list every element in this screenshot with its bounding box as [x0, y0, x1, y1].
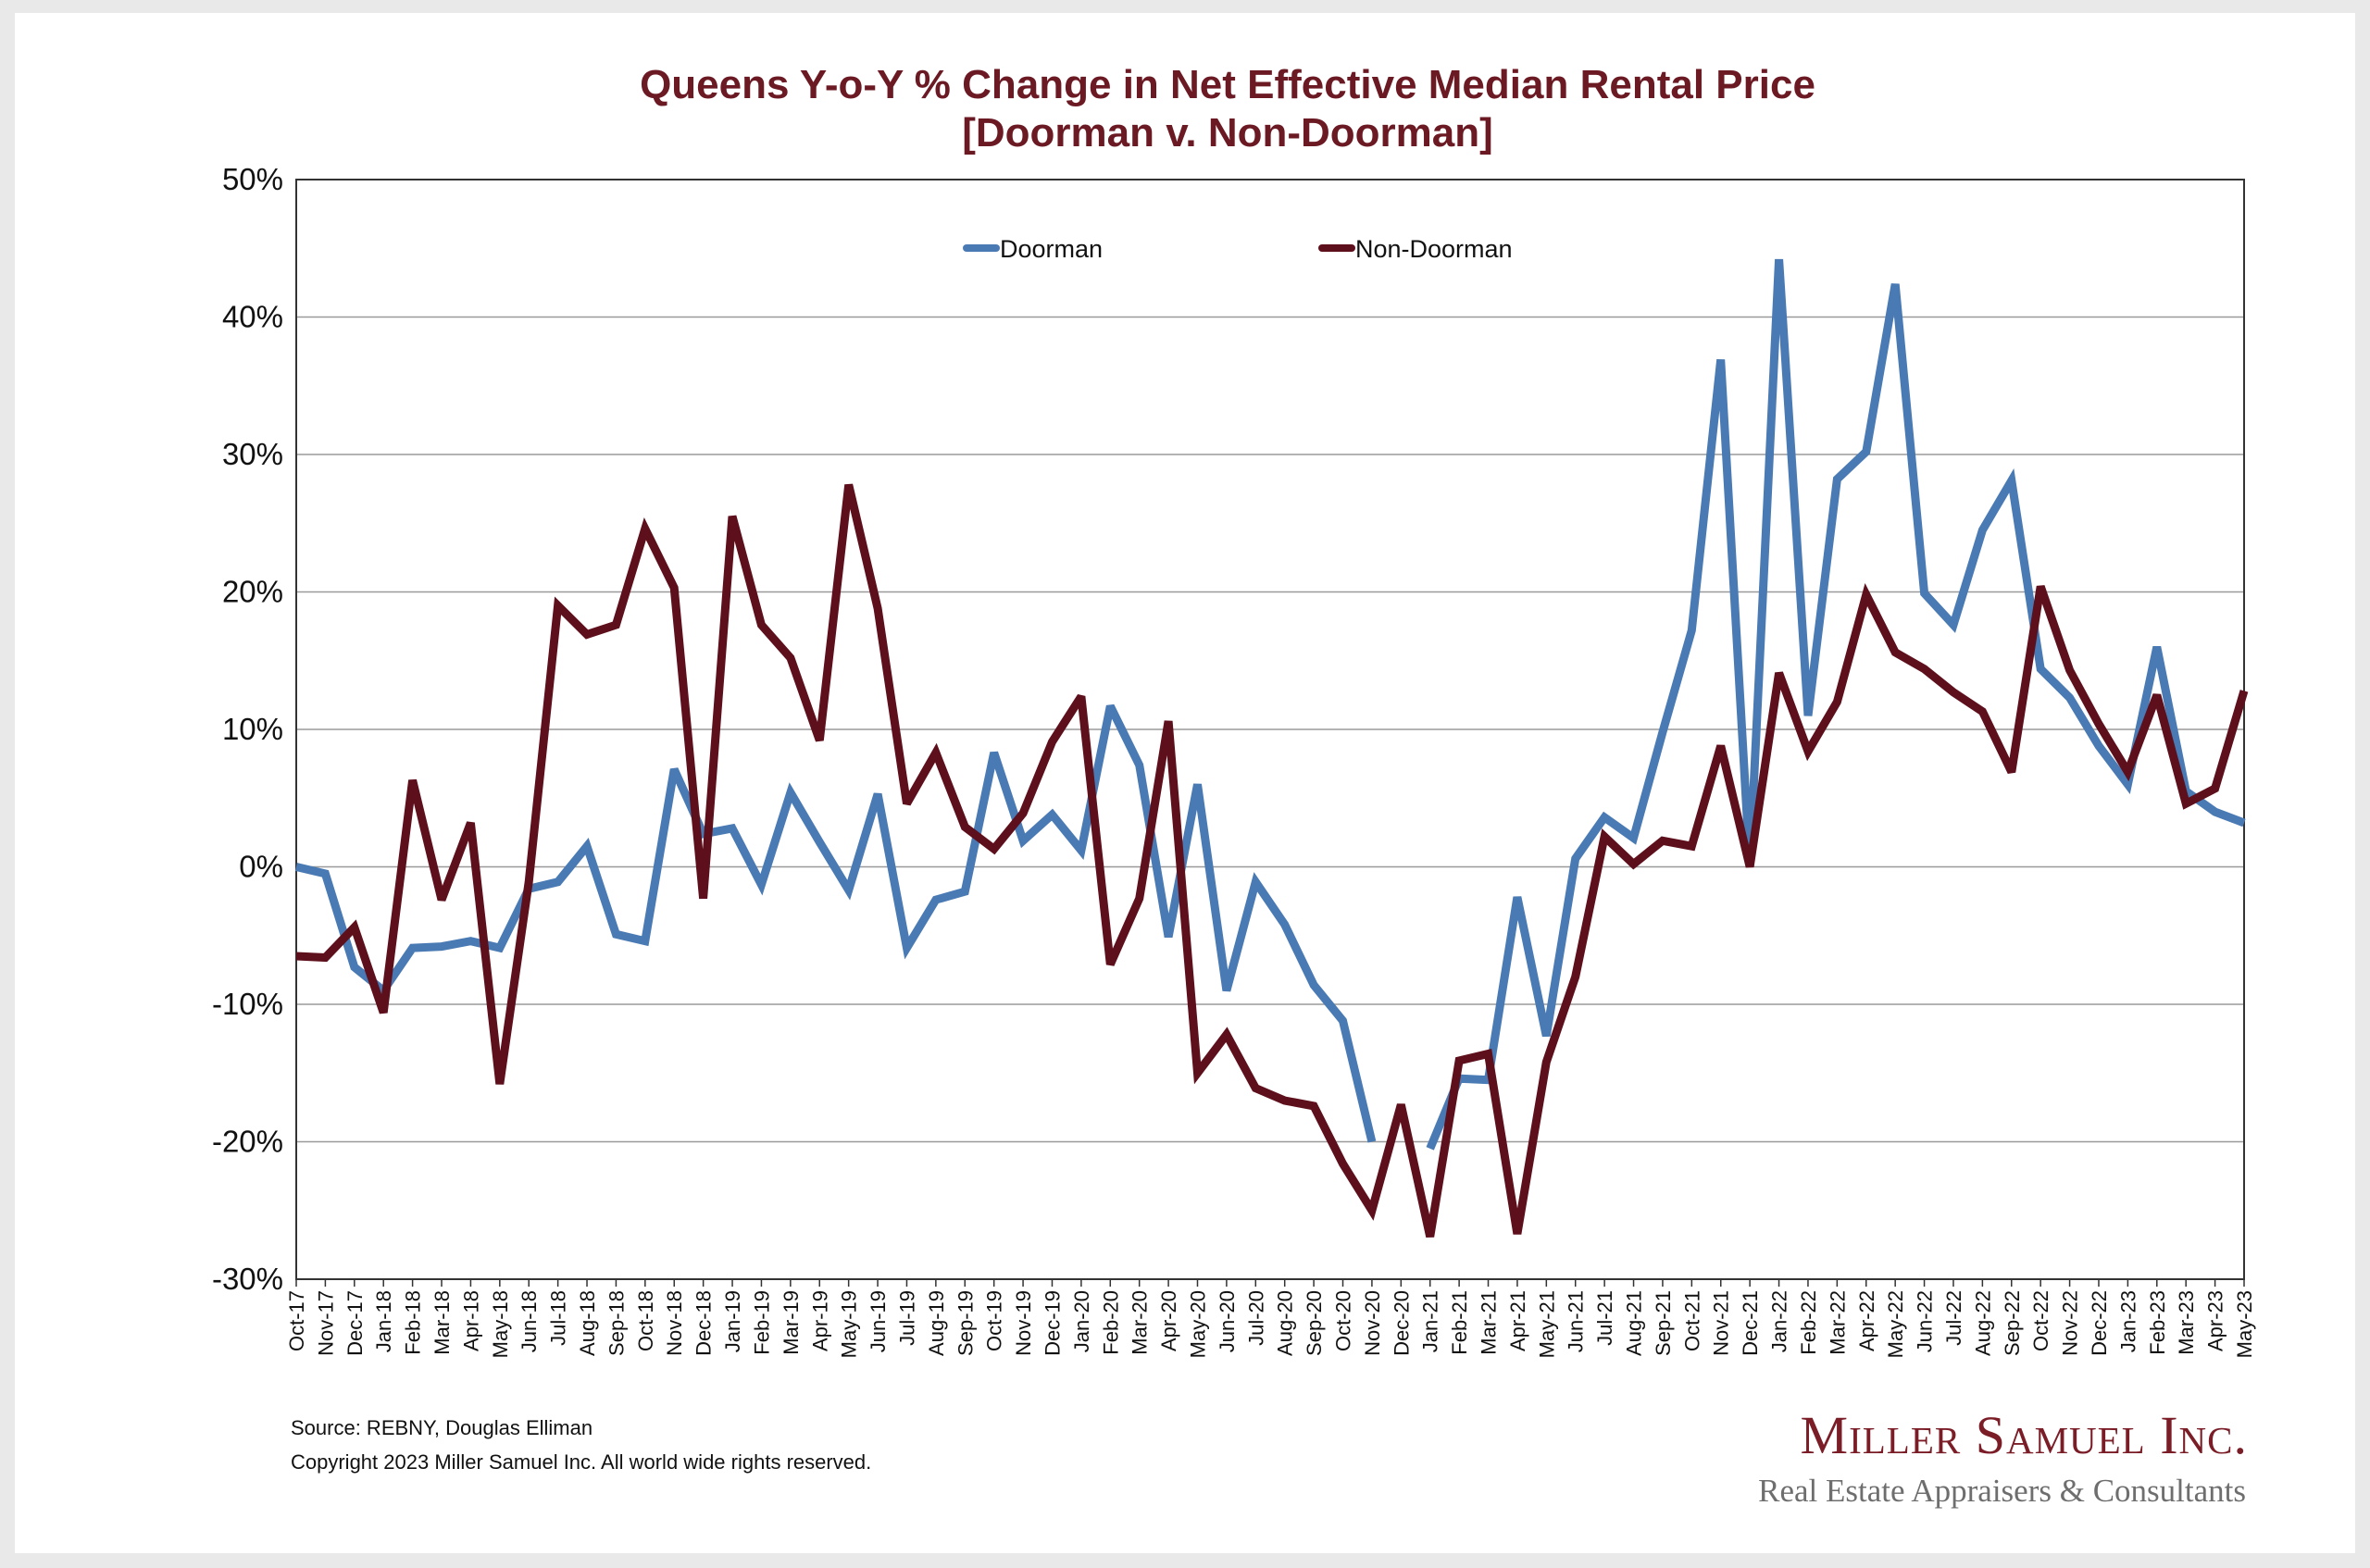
- x-tick-label: Apr-18: [459, 1290, 482, 1351]
- x-tick-label: Apr-23: [2204, 1290, 2227, 1351]
- chart-subtitle: [Doorman v. Non-Doorman]: [962, 110, 1493, 156]
- x-tick-label: Oct-20: [1332, 1290, 1355, 1351]
- x-tick-label: Sep-20: [1303, 1290, 1326, 1356]
- y-tick-label: 40%: [222, 300, 283, 334]
- x-tick-label: Sep-21: [1652, 1290, 1675, 1356]
- x-tick-label: Feb-20: [1099, 1290, 1122, 1355]
- x-tick-label: Mar-22: [1826, 1290, 1849, 1355]
- x-tick-label: Mar-20: [1129, 1290, 1152, 1355]
- x-tick-label: Feb-22: [1797, 1290, 1820, 1355]
- y-tick-label: 20%: [222, 575, 283, 609]
- x-tick-label: May-23: [2233, 1290, 2256, 1358]
- x-tick-label: Jul-21: [1593, 1290, 1616, 1346]
- x-tick-label: May-22: [1884, 1290, 1907, 1358]
- x-tick-label: Feb-23: [2146, 1290, 2169, 1355]
- x-tick-label: Nov-22: [2059, 1290, 2082, 1356]
- chart: Queens Y-o-Y % Change in Net Effective M…: [212, 62, 2256, 1509]
- x-tick-label: Aug-21: [1623, 1290, 1646, 1356]
- x-tick-label: Jun-20: [1216, 1290, 1239, 1352]
- x-tick-label: Jul-18: [547, 1290, 570, 1346]
- x-tick-label: Nov-19: [1012, 1290, 1035, 1356]
- x-tick-label: Dec-21: [1739, 1290, 1762, 1356]
- series-line-doorman: [294, 703, 1377, 1143]
- x-tick-label: Dec-19: [1041, 1290, 1064, 1356]
- x-tick-label: Feb-18: [402, 1290, 425, 1355]
- x-tick-label: May-20: [1186, 1290, 1209, 1358]
- x-tick-label: May-21: [1535, 1290, 1558, 1358]
- y-tick-label: 0%: [239, 850, 283, 884]
- x-tick-label: Jun-22: [1914, 1290, 1937, 1352]
- x-tick-label: Feb-19: [750, 1290, 773, 1355]
- x-tick-label: Nov-20: [1361, 1290, 1384, 1356]
- x-tick-label: Jun-18: [518, 1290, 541, 1352]
- chart-title: Queens Y-o-Y % Change in Net Effective M…: [640, 62, 1815, 107]
- x-tick-label: Jun-21: [1565, 1290, 1588, 1352]
- brand-tagline: Real Estate Appraisers & Consultants: [1758, 1473, 2246, 1509]
- x-tick-label: Dec-17: [343, 1290, 367, 1356]
- x-tick-label: Mar-21: [1478, 1290, 1501, 1355]
- x-tick-label: May-18: [489, 1290, 512, 1358]
- y-tick-label: -10%: [212, 987, 283, 1021]
- x-tick-label: Jun-19: [867, 1290, 890, 1352]
- series-line-doorman: [1426, 258, 2246, 1151]
- x-tick-label: Apr-21: [1506, 1290, 1529, 1351]
- legend-item-doorman: Doorman: [963, 235, 1103, 263]
- x-tick-label: Dec-20: [1390, 1290, 1413, 1356]
- x-tick-label: Mar-18: [430, 1290, 454, 1355]
- x-tick-label: Oct-19: [983, 1290, 1006, 1351]
- y-tick-label: 30%: [222, 437, 283, 471]
- x-tick-label: Jan-19: [721, 1290, 744, 1352]
- x-tick-label: Sep-22: [2001, 1290, 2024, 1356]
- chart-card: Queens Y-o-Y % Change in Net Effective M…: [15, 13, 2355, 1553]
- x-tick-label: Sep-19: [954, 1290, 977, 1356]
- x-tick-label: Apr-20: [1157, 1290, 1180, 1351]
- x-tick-label: Feb-21: [1448, 1290, 1471, 1355]
- x-tick-label: Jul-19: [895, 1290, 918, 1346]
- y-axis: -30% -20% -10% 0% 10% 20% 30% 40% 50%: [212, 162, 283, 1296]
- x-axis: Oct-17 Nov-17 Dec-17 Jan-18 Feb-18 Mar-18 Apr-…: [285, 1279, 2256, 1358]
- x-tick-label: Dec-22: [2088, 1290, 2111, 1356]
- y-tick-label: 50%: [222, 162, 283, 196]
- brand-logo: Miller Samuel Inc. Real Estate Appraiser…: [1758, 1405, 2249, 1509]
- legend-item-non-doorman: Non-Doorman: [1318, 235, 1513, 263]
- x-tick-label: Jan-22: [1768, 1290, 1791, 1352]
- x-tick-label: Mar-23: [2175, 1290, 2198, 1355]
- copyright-note: Copyright 2023 Miller Samuel Inc. All wo…: [291, 1450, 871, 1474]
- x-tick-label: Apr-19: [808, 1290, 831, 1351]
- x-tick-label: Oct-22: [2029, 1290, 2052, 1351]
- x-tick-label: Jan-18: [372, 1290, 395, 1352]
- plot-area: [295, 179, 2245, 1280]
- y-tick-label: -20%: [212, 1125, 283, 1159]
- x-tick-label: Nov-18: [663, 1290, 686, 1356]
- x-tick-label: Aug-18: [576, 1290, 599, 1356]
- x-tick-label: Jul-22: [1942, 1290, 1965, 1346]
- x-tick-label: Mar-19: [780, 1290, 803, 1355]
- x-tick-label: Jan-21: [1419, 1290, 1442, 1352]
- x-tick-label: Oct-18: [634, 1290, 657, 1351]
- x-tick-label: Jul-20: [1244, 1290, 1267, 1346]
- x-tick-label: Sep-18: [605, 1290, 628, 1356]
- x-tick-label: Aug-19: [925, 1290, 948, 1356]
- y-tick-label: -30%: [212, 1262, 283, 1296]
- x-tick-label: Oct-17: [285, 1290, 308, 1351]
- x-tick-label: Jan-23: [2116, 1290, 2139, 1352]
- gridlines: [296, 179, 2244, 1280]
- x-tick-label: Jan-20: [1070, 1290, 1093, 1352]
- x-tick-label: Oct-21: [1680, 1290, 1703, 1351]
- legend-label-doorman: Doorman: [1000, 235, 1103, 263]
- x-tick-label: Aug-22: [1971, 1290, 1994, 1356]
- x-tick-label: Nov-17: [314, 1290, 337, 1356]
- x-tick-label: Aug-20: [1274, 1290, 1297, 1356]
- brand-name: Miller Samuel Inc.: [1801, 1405, 2249, 1465]
- y-tick-label: 10%: [222, 712, 283, 746]
- x-tick-label: Apr-22: [1855, 1290, 1878, 1351]
- x-tick-label: Dec-18: [692, 1290, 716, 1356]
- series-lines: [294, 258, 2249, 1238]
- source-note: Source: REBNY, Douglas Elliman: [291, 1416, 592, 1439]
- x-tick-label: May-19: [838, 1290, 861, 1358]
- x-tick-label: Nov-21: [1710, 1290, 1733, 1356]
- legend: Doorman Non-Doorman: [963, 235, 1513, 263]
- series-line-non-doorman: [295, 483, 2249, 1238]
- legend-label-non-doorman: Non-Doorman: [1355, 235, 1513, 263]
